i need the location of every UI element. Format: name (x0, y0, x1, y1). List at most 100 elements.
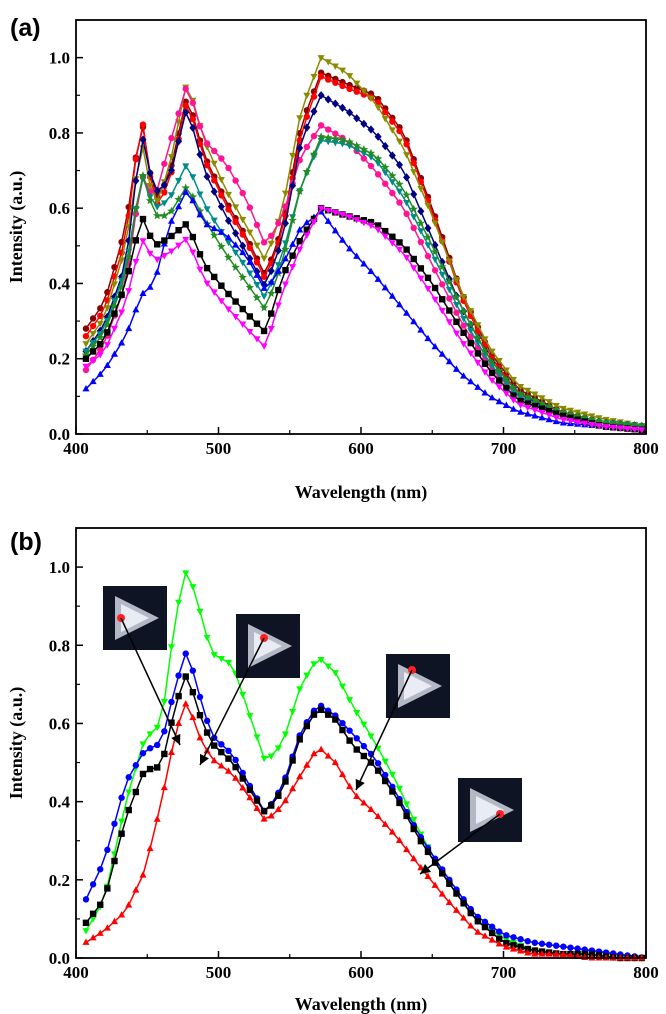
data-point (488, 369, 496, 377)
data-point (96, 352, 104, 359)
data-point (445, 258, 453, 265)
data-point (82, 332, 90, 340)
data-point (82, 355, 90, 362)
data-point (203, 634, 211, 642)
data-point (452, 365, 460, 372)
data-point (382, 771, 389, 779)
y-tick-label: 0.2 (49, 350, 70, 369)
x-axis-title: Wavelength (nm) (295, 482, 428, 503)
data-point (118, 309, 126, 316)
data-point (481, 932, 489, 939)
data-point (239, 248, 247, 256)
data-point (289, 152, 297, 160)
data-point (403, 254, 411, 262)
data-point (324, 752, 332, 759)
data-point (253, 271, 261, 278)
data-point (253, 804, 261, 811)
data-point (118, 339, 126, 346)
data-point (516, 389, 525, 398)
data-point (246, 270, 254, 277)
data-point (595, 423, 603, 430)
data-point (524, 404, 532, 412)
data-point (275, 286, 282, 294)
data-point (410, 214, 418, 221)
data-point (481, 360, 489, 368)
data-point (367, 222, 375, 230)
data-point (553, 410, 560, 417)
data-point (396, 799, 403, 807)
data-point (232, 249, 240, 257)
data-point (374, 227, 382, 234)
data-point (260, 293, 268, 301)
data-point (146, 168, 154, 178)
data-point (360, 219, 368, 227)
data-point (517, 402, 525, 409)
data-point (281, 796, 289, 804)
data-point (168, 698, 175, 706)
data-point (196, 733, 204, 741)
data-point (260, 239, 268, 246)
data-point (431, 220, 439, 228)
data-point (580, 413, 589, 422)
data-point (161, 237, 168, 244)
data-point (424, 872, 432, 880)
data-point (353, 217, 361, 224)
data-point (260, 327, 268, 335)
data-point (317, 91, 325, 100)
data-point (339, 82, 346, 90)
data-point (225, 290, 232, 298)
data-point (110, 350, 118, 357)
data-point (125, 267, 132, 275)
data-point (417, 863, 425, 871)
data-point (503, 939, 510, 947)
data-point (139, 121, 147, 128)
data-point (238, 273, 247, 282)
data-point (324, 207, 332, 215)
data-point (403, 210, 410, 218)
y-tick-label: 0.4 (49, 274, 71, 293)
data-point (488, 923, 496, 930)
data-point (281, 219, 289, 228)
data-point (146, 844, 154, 852)
series-line (85, 207, 642, 431)
data-point (118, 911, 126, 918)
series-line (85, 674, 642, 959)
data-point (225, 747, 232, 755)
data-point (389, 118, 396, 125)
data-point (182, 163, 190, 170)
data-point (381, 283, 389, 291)
data-point (89, 322, 97, 330)
data-point (389, 189, 396, 197)
data-point (274, 267, 282, 274)
annotation-arrow (419, 813, 501, 875)
data-point (182, 650, 189, 657)
data-point (410, 817, 418, 824)
data-point (360, 155, 368, 162)
data-point (196, 150, 204, 159)
data-point (96, 333, 105, 342)
data-point (168, 232, 175, 240)
data-point (560, 412, 567, 420)
data-point (566, 951, 574, 959)
data-point (146, 765, 154, 773)
data-point (253, 259, 261, 266)
data-point (396, 239, 403, 246)
data-point (189, 667, 197, 674)
data-point (496, 928, 503, 935)
data-point (537, 398, 547, 407)
data-point (403, 309, 411, 316)
data-point (203, 172, 211, 181)
data-point (203, 220, 211, 228)
sample-inset-image (236, 614, 300, 678)
data-point (175, 202, 183, 210)
data-point (239, 691, 247, 699)
data-point (346, 85, 353, 93)
data-point (104, 846, 111, 854)
data-point (232, 774, 240, 781)
data-point (310, 215, 318, 223)
data-point (445, 286, 453, 294)
y-axis-title: Intensity (a.u.) (6, 687, 27, 800)
data-point (103, 924, 111, 931)
data-point (210, 289, 218, 296)
